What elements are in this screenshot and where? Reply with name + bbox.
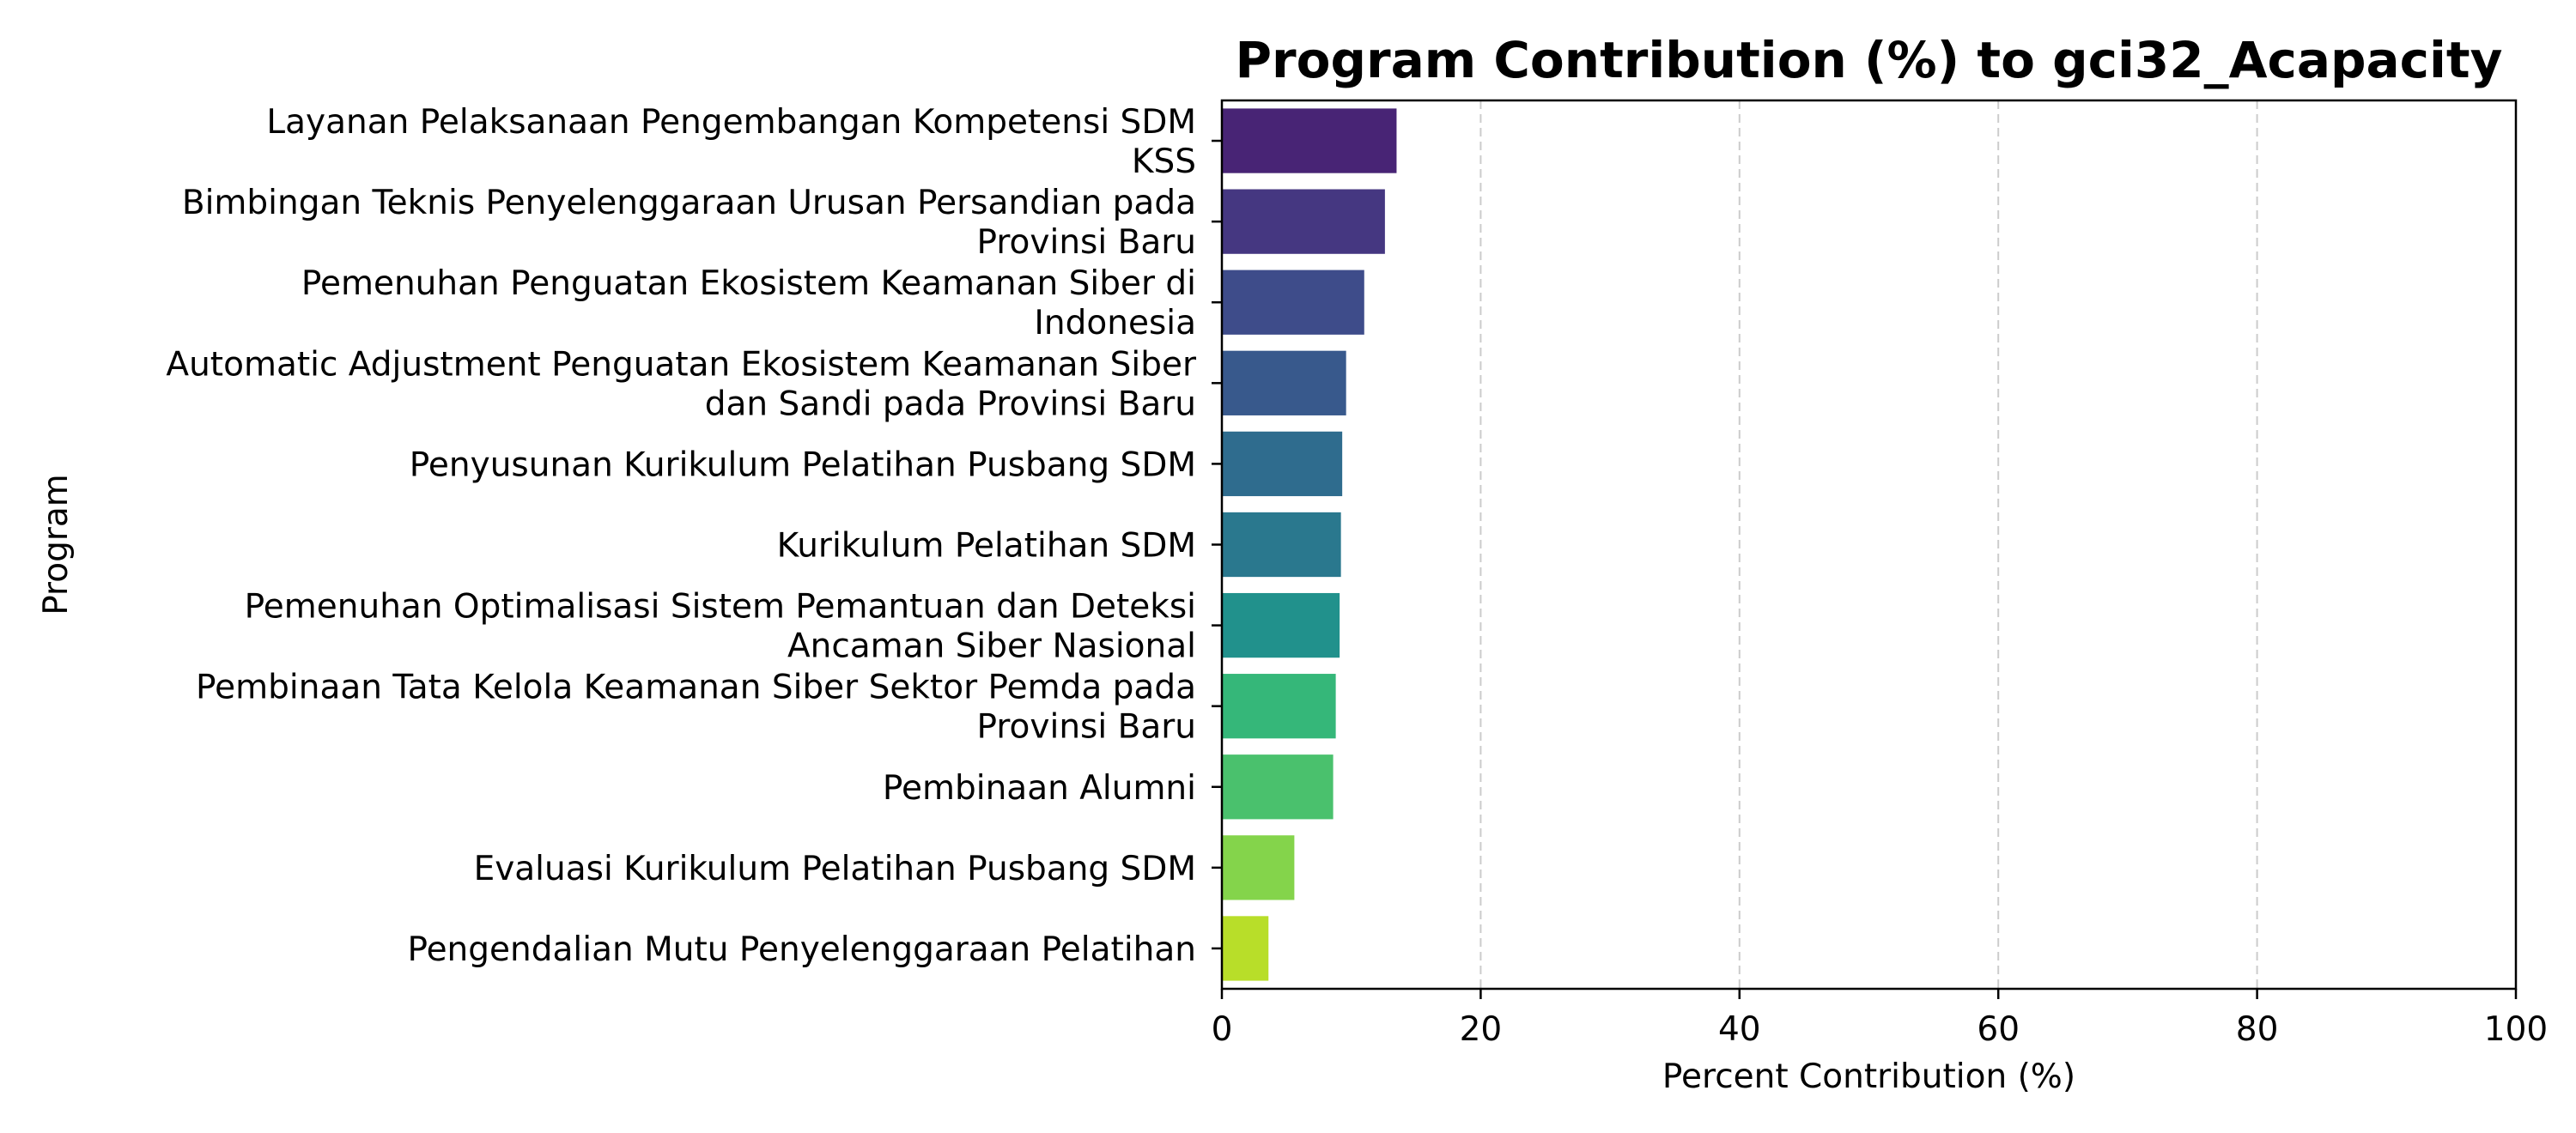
y-tick-label: Pembinaan Tata Kelola Keamanan Siber Sek… bbox=[196, 669, 1196, 707]
bar bbox=[1222, 108, 1397, 173]
y-tick-label: Ancaman Siber Nasional bbox=[787, 627, 1196, 666]
y-tick-label: Bimbingan Teknis Penyelenggaraan Urusan … bbox=[182, 184, 1196, 222]
grid-lines bbox=[1479, 100, 2258, 989]
x-tick-label: 40 bbox=[1718, 1010, 1761, 1049]
y-tick-label: dan Sandi pada Provinsi Baru bbox=[705, 385, 1196, 423]
y-axis-label: Program bbox=[37, 474, 76, 615]
bars bbox=[1222, 108, 1397, 981]
bar bbox=[1222, 592, 1340, 658]
y-tick-label: KSS bbox=[1132, 142, 1196, 181]
bar bbox=[1222, 512, 1341, 578]
chart-title: Program Contribution (%) to gci32_Acapac… bbox=[1236, 31, 2503, 89]
y-tick-label: Indonesia bbox=[1034, 304, 1196, 342]
y-tick-label: Layanan Pelaksanaan Pengembangan Kompete… bbox=[266, 103, 1196, 142]
x-tick-label: 20 bbox=[1460, 1010, 1503, 1049]
y-tick-label: Automatic Adjustment Penguatan Ekosistem… bbox=[166, 345, 1197, 384]
y-tick-label: Evaluasi Kurikulum Pelatihan Pusbang SDM bbox=[474, 850, 1196, 888]
bar bbox=[1222, 270, 1364, 335]
bar bbox=[1222, 916, 1269, 981]
y-axis-ticks: Layanan Pelaksanaan Pengembangan Kompete… bbox=[166, 103, 1222, 969]
y-tick-label: Kurikulum Pelatihan SDM bbox=[777, 527, 1196, 566]
bar bbox=[1222, 189, 1385, 254]
x-tick-label: 100 bbox=[2484, 1010, 2548, 1049]
x-axis-ticks: 0 20 40 60 80 100 bbox=[1212, 989, 2548, 1049]
bar bbox=[1222, 754, 1334, 820]
y-tick-label: Provinsi Baru bbox=[977, 708, 1196, 747]
y-tick-label: Pembinaan Alumni bbox=[883, 769, 1196, 808]
x-axis-label: Percent Contribution (%) bbox=[1662, 1057, 2075, 1096]
bar bbox=[1222, 431, 1343, 497]
y-tick-label: Pemenuhan Optimalisasi Sistem Pemantuan … bbox=[245, 588, 1196, 627]
y-tick-label: Pemenuhan Penguatan Ekosistem Keamanan S… bbox=[301, 264, 1196, 303]
y-tick-label: Pengendalian Mutu Penyelenggaraan Pelati… bbox=[407, 930, 1196, 969]
bar bbox=[1222, 835, 1295, 900]
x-tick-label: 0 bbox=[1212, 1010, 1233, 1049]
x-tick-label: 60 bbox=[1977, 1010, 2020, 1049]
y-tick-label: Provinsi Baru bbox=[977, 223, 1196, 262]
plot-frame bbox=[1220, 99, 2518, 991]
bar bbox=[1222, 350, 1346, 415]
y-tick-label: Penyusunan Kurikulum Pelatihan Pusbang S… bbox=[410, 445, 1196, 484]
x-tick-label: 80 bbox=[2236, 1010, 2279, 1049]
bar bbox=[1222, 674, 1336, 739]
